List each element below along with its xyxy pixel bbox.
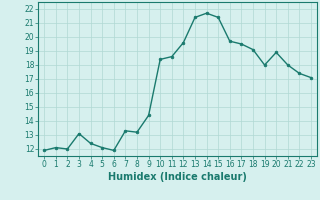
- X-axis label: Humidex (Indice chaleur): Humidex (Indice chaleur): [108, 172, 247, 182]
